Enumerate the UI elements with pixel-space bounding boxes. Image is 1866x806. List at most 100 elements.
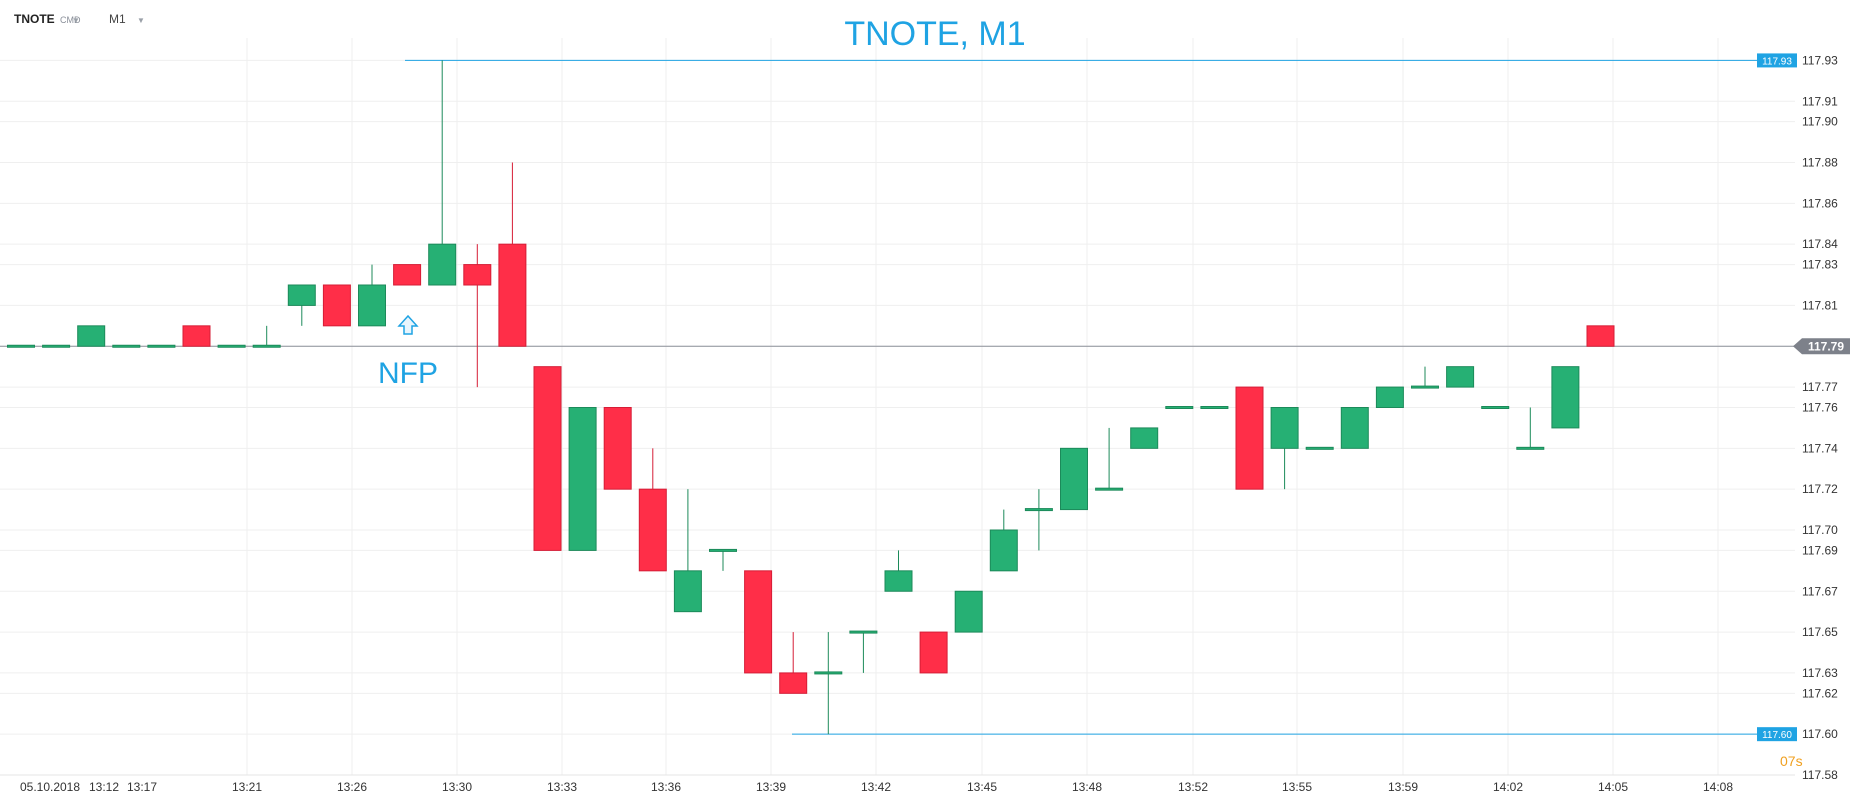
price-tick-label: 117.63 — [1802, 666, 1838, 680]
candle-body — [568, 407, 597, 551]
price-tick-label: 117.67 — [1802, 584, 1838, 598]
time-tick-label: 13:26 — [337, 780, 367, 794]
annotations: TNOTE, M1 NFP 07s — [378, 15, 1803, 769]
time-tick-label: 14:02 — [1493, 780, 1523, 794]
symbol-dropdown-icon[interactable]: ▼ — [72, 16, 80, 25]
symbol-selector[interactable]: TNOTE — [14, 12, 55, 26]
candle-body — [7, 344, 35, 348]
candle-body — [358, 284, 386, 327]
candle-body — [252, 344, 281, 348]
price-tick-label: 117.88 — [1802, 156, 1838, 170]
time-tick-label: 13:52 — [1178, 780, 1208, 794]
candle-body — [673, 570, 702, 613]
time-tick-label: 13:42 — [861, 780, 891, 794]
candle-body — [428, 243, 457, 286]
candle-body — [1375, 386, 1404, 409]
high-price-tag-bg — [1757, 53, 1797, 68]
arrow-up-icon — [397, 314, 419, 335]
candles — [7, 60, 1615, 735]
chart-toolbar: TNOTE CMD ▼ M1 ▼ — [0, 0, 1866, 38]
price-tick-label: 117.62 — [1802, 686, 1838, 700]
candle-body — [989, 529, 1018, 572]
price-tick-label: 117.83 — [1802, 258, 1838, 272]
price-tick-label: 117.93 — [1802, 53, 1838, 67]
candle-body — [1446, 366, 1475, 388]
reference-lines — [0, 59, 1795, 735]
candle-body — [1411, 385, 1439, 389]
candle-body — [1551, 366, 1580, 429]
time-tick-label: 13:36 — [651, 780, 681, 794]
candle-body — [77, 325, 106, 347]
price-tick-label: 117.72 — [1802, 482, 1838, 496]
price-tick-label: 117.65 — [1802, 625, 1838, 639]
price-tick-label: 117.90 — [1802, 115, 1838, 129]
price-tick-label: 117.86 — [1802, 196, 1838, 210]
time-tick-label: 13:12 — [89, 780, 119, 794]
candle-body — [42, 344, 71, 348]
current-price-tag: 117.79 — [1808, 339, 1844, 353]
candle-body — [1200, 406, 1229, 409]
price-tick-label: 117.77 — [1802, 380, 1838, 394]
candle-body — [498, 243, 527, 347]
candle-body — [112, 344, 141, 348]
candle-body — [217, 344, 246, 348]
candle-body — [287, 284, 316, 306]
price-tick-label: 117.60 — [1802, 727, 1838, 741]
candle-body — [603, 407, 632, 490]
candle-body — [1235, 386, 1264, 490]
candle-body — [919, 631, 948, 674]
time-tick-label: 13:30 — [442, 780, 472, 794]
price-tick-label: 117.58 — [1802, 768, 1838, 782]
candle-body — [1165, 406, 1194, 409]
time-tick-label: 13:21 — [232, 780, 262, 794]
candle-body — [1586, 325, 1615, 347]
candle-body — [884, 570, 913, 592]
candle-body — [1481, 406, 1510, 409]
price-tick-label: 117.81 — [1802, 298, 1838, 312]
candle-countdown: 07s — [1780, 753, 1803, 769]
price-tick-label: 117.84 — [1802, 237, 1838, 251]
candle-body — [814, 671, 843, 675]
candle-body — [1516, 446, 1545, 450]
candle-body — [463, 264, 492, 286]
time-tick-label: 13:55 — [1282, 780, 1312, 794]
time-axis: 05.10.2018 13:12 13:17 13:21 13:26 13:30 13:33… — [20, 780, 1733, 794]
candle-body — [182, 325, 211, 347]
candle-body — [779, 672, 808, 694]
price-tick-label: 117.70 — [1802, 523, 1838, 537]
candle-body — [1340, 407, 1369, 449]
high-price-tag: 117.93 — [1762, 56, 1792, 67]
price-axis: 117.93 117.91 117.90 117.88 117.86 117.84 117.… — [1757, 53, 1850, 782]
time-tick-label: 14:05 — [1598, 780, 1628, 794]
time-tick-label: 13:17 — [127, 780, 157, 794]
low-price-tag: 117.60 — [1762, 730, 1792, 741]
time-tick-label: 13:33 — [547, 780, 577, 794]
candle-body — [638, 488, 667, 572]
candle-body — [533, 366, 562, 551]
price-tick-label: 117.91 — [1802, 94, 1838, 108]
chart-title: TNOTE, M1 — [844, 15, 1025, 53]
candle-body — [1060, 447, 1088, 511]
price-tick-label: 117.74 — [1802, 441, 1838, 455]
candle-body — [147, 344, 176, 348]
time-tick-label: 13:59 — [1388, 780, 1418, 794]
time-tick-label: 05.10.2018 — [20, 780, 80, 794]
candle-body — [709, 548, 737, 552]
instrument-type-label: CMD — [60, 15, 81, 25]
interval-selector[interactable]: M1 — [109, 12, 126, 26]
low-price-tag-bg — [1757, 727, 1797, 742]
candle-body — [849, 630, 878, 634]
candle-body — [393, 264, 422, 286]
price-tick-label: 117.69 — [1802, 543, 1838, 557]
candle-body — [322, 284, 351, 327]
candle-body — [1130, 427, 1159, 449]
candle-body — [1270, 407, 1299, 449]
candle-body — [954, 590, 983, 633]
interval-dropdown-icon[interactable]: ▼ — [137, 16, 145, 25]
candle-body — [744, 570, 773, 674]
candle-body — [1305, 446, 1334, 450]
nfp-annotation: NFP — [378, 357, 438, 390]
current-price-tag-bg — [1793, 338, 1850, 355]
time-tick-label: 13:39 — [756, 780, 786, 794]
